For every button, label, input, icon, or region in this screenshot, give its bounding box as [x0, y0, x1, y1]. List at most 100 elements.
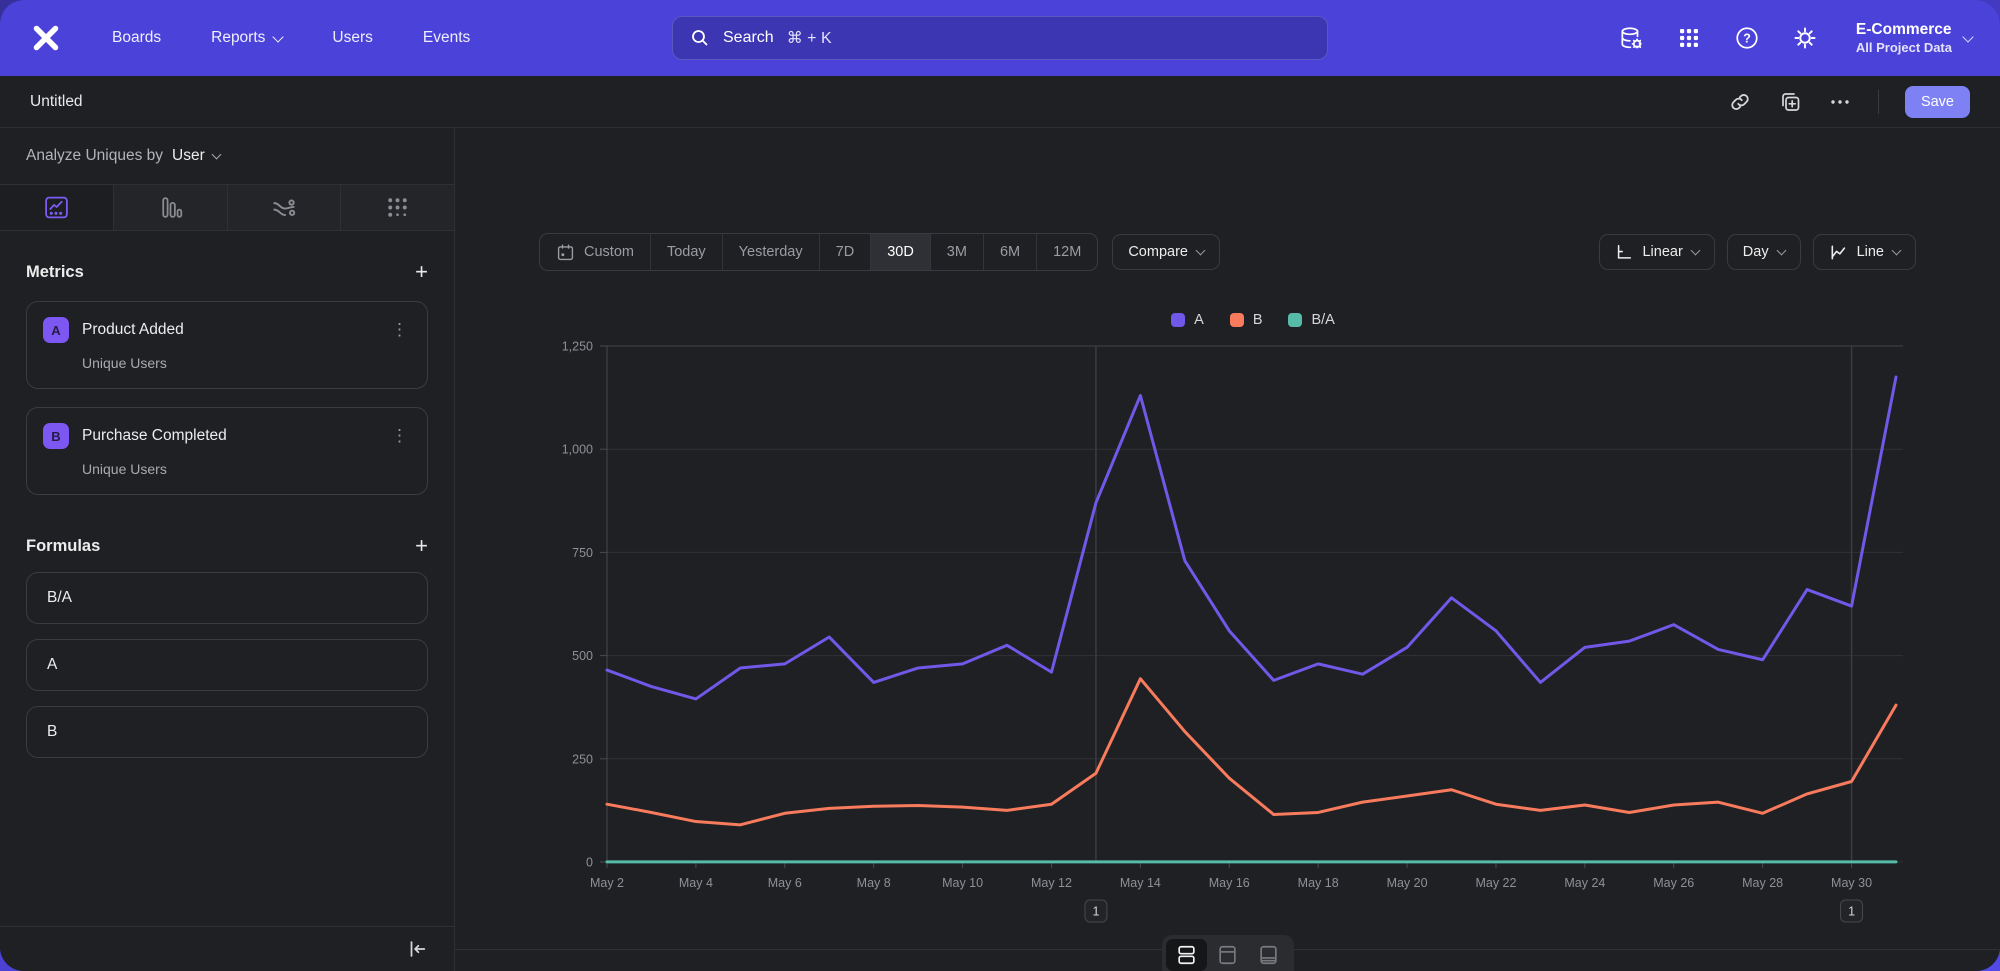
chart-canvas: 0 250 500 750 1,000 1,250 May 2 May 4 May 6 May 8…	[562, 340, 1903, 923]
range-30d[interactable]: 30D	[871, 234, 931, 270]
data-management-icon[interactable]	[1618, 25, 1644, 51]
chart-type-dropdown[interactable]: Line	[1812, 234, 1916, 270]
svg-text:1,250: 1,250	[562, 340, 593, 354]
project-switcher[interactable]: E-Commerce All Project Data	[1855, 20, 1974, 56]
duplicate-icon[interactable]	[1778, 90, 1802, 114]
layout-chart-only-button[interactable]	[1248, 939, 1289, 971]
compare-button[interactable]: Compare	[1112, 234, 1220, 270]
interval-label: Day	[1742, 244, 1769, 260]
tab-line-chart[interactable]	[0, 185, 114, 230]
analyze-entity-dropdown[interactable]: User	[172, 147, 222, 165]
chart-controls: Custom Today Yesterday 7D 30D 3M 6M 12M …	[455, 233, 2000, 271]
save-button[interactable]: Save	[1904, 85, 1970, 118]
report-title[interactable]: Untitled	[30, 92, 83, 110]
analyze-label: Analyze Uniques by	[26, 147, 163, 164]
legend-swatch	[1229, 313, 1244, 327]
chart-only-view-icon	[1259, 945, 1277, 965]
formula-card-a[interactable]: A	[26, 639, 428, 691]
search-placeholder: Search	[723, 29, 774, 46]
svg-text:May 14: May 14	[1120, 876, 1161, 890]
chevron-down-icon	[272, 30, 285, 43]
svg-text:1,000: 1,000	[562, 443, 593, 457]
chart-top-view-icon	[1218, 945, 1236, 965]
apps-grid-icon[interactable]	[1676, 25, 1702, 51]
collapse-sidebar-icon[interactable]	[406, 938, 428, 960]
layout-split-view-button[interactable]	[1165, 939, 1207, 971]
range-yesterday[interactable]: Yesterday	[723, 234, 820, 270]
legend-label: B/A	[1311, 312, 1335, 328]
tab-flow-chart[interactable]	[227, 185, 342, 230]
formula-name: B	[47, 723, 58, 740]
kebab-menu-icon[interactable]: ⋮	[391, 320, 408, 339]
nav-item-events[interactable]: Events	[423, 29, 470, 47]
svg-text:May 22: May 22	[1475, 876, 1516, 890]
nav-item-reports[interactable]: Reports	[211, 29, 285, 47]
formula-card-b[interactable]: B	[26, 706, 428, 758]
kebab-menu-icon[interactable]: ⋮	[391, 426, 408, 445]
range-label: 7D	[835, 244, 855, 260]
legend-item-a[interactable]: A	[1171, 312, 1204, 328]
search-shortcut: ⌘ + K	[786, 30, 832, 47]
search-icon	[690, 28, 710, 48]
metric-card-product-added[interactable]: A Product Added ⋮ Unique Users	[26, 301, 428, 389]
divider	[1877, 89, 1879, 114]
analyze-row: Analyze Uniques by User	[0, 128, 454, 185]
metric-measure[interactable]: Unique Users	[82, 461, 167, 477]
svg-text:May 6: May 6	[768, 876, 802, 890]
range-label: 12M	[1053, 244, 1082, 260]
legend-label: A	[1194, 312, 1204, 328]
layout-switcher	[1161, 935, 1294, 971]
range-label: 6M	[999, 244, 1021, 260]
report-header: Untitled Save	[0, 76, 2000, 128]
line-chart-icon	[45, 196, 68, 219]
svg-text:May 16: May 16	[1209, 876, 1250, 890]
svg-text:May 2: May 2	[590, 876, 624, 890]
range-label: 30D	[887, 244, 914, 260]
range-label: 3M	[946, 244, 967, 260]
svg-text:May 26: May 26	[1653, 876, 1694, 890]
scale-dropdown[interactable]: Linear	[1599, 234, 1715, 270]
legend-item-b[interactable]: B	[1229, 312, 1262, 328]
svg-text:500: 500	[572, 649, 593, 663]
add-metric-button[interactable]: +	[415, 259, 428, 284]
settings-gear-icon[interactable]	[1792, 25, 1818, 51]
range-7d[interactable]: 7D	[820, 234, 872, 270]
copy-link-icon[interactable]	[1728, 90, 1752, 114]
range-today[interactable]: Today	[651, 234, 723, 270]
project-name: E-Commerce	[1855, 21, 1952, 39]
range-3m[interactable]: 3M	[931, 234, 984, 270]
svg-text:0: 0	[586, 856, 593, 870]
tab-metrics-grid[interactable]	[341, 185, 454, 230]
more-options-icon[interactable]	[1828, 90, 1852, 114]
top-nav: Boards Reports Users Events Search ⌘ + K	[0, 0, 2000, 76]
svg-text:May 4: May 4	[679, 876, 713, 890]
search-input[interactable]: Search ⌘ + K	[672, 16, 1328, 60]
metric-badge: B	[43, 423, 69, 449]
nav-item-label: Events	[422, 29, 471, 46]
nav-item-boards[interactable]: Boards	[112, 29, 161, 47]
range-12m[interactable]: 12M	[1037, 234, 1097, 270]
metrics-section-title: Metrics	[26, 262, 84, 281]
help-icon[interactable]: ?	[1734, 25, 1760, 51]
range-custom[interactable]: Custom	[540, 234, 651, 270]
add-formula-button[interactable]: +	[415, 533, 428, 558]
metric-measure[interactable]: Unique Users	[82, 355, 167, 371]
layout-chart-top-button[interactable]	[1207, 939, 1248, 971]
interval-dropdown[interactable]: Day	[1726, 234, 1801, 270]
metric-card-purchase-completed[interactable]: B Purchase Completed ⋮ Unique Users	[26, 407, 428, 495]
metric-name: Product Added	[82, 321, 184, 338]
nav-item-users[interactable]: Users	[332, 29, 372, 47]
compare-label: Compare	[1128, 244, 1188, 260]
tab-bar-chart[interactable]	[113, 185, 228, 230]
formula-name: B/A	[47, 589, 72, 606]
legend-item-ba[interactable]: B/A	[1288, 312, 1335, 328]
project-scope: All Project Data	[1855, 39, 1952, 55]
nav-links: Boards Reports Users Events	[112, 29, 470, 47]
formula-card-ba[interactable]: B/A	[26, 572, 428, 624]
formulas-section-title: Formulas	[26, 536, 101, 555]
svg-text:May 18: May 18	[1298, 876, 1339, 890]
line-chart-icon	[1831, 245, 1845, 259]
chart-type-label: Line	[1856, 244, 1884, 260]
range-6m[interactable]: 6M	[984, 234, 1038, 270]
split-view-icon	[1177, 945, 1195, 965]
